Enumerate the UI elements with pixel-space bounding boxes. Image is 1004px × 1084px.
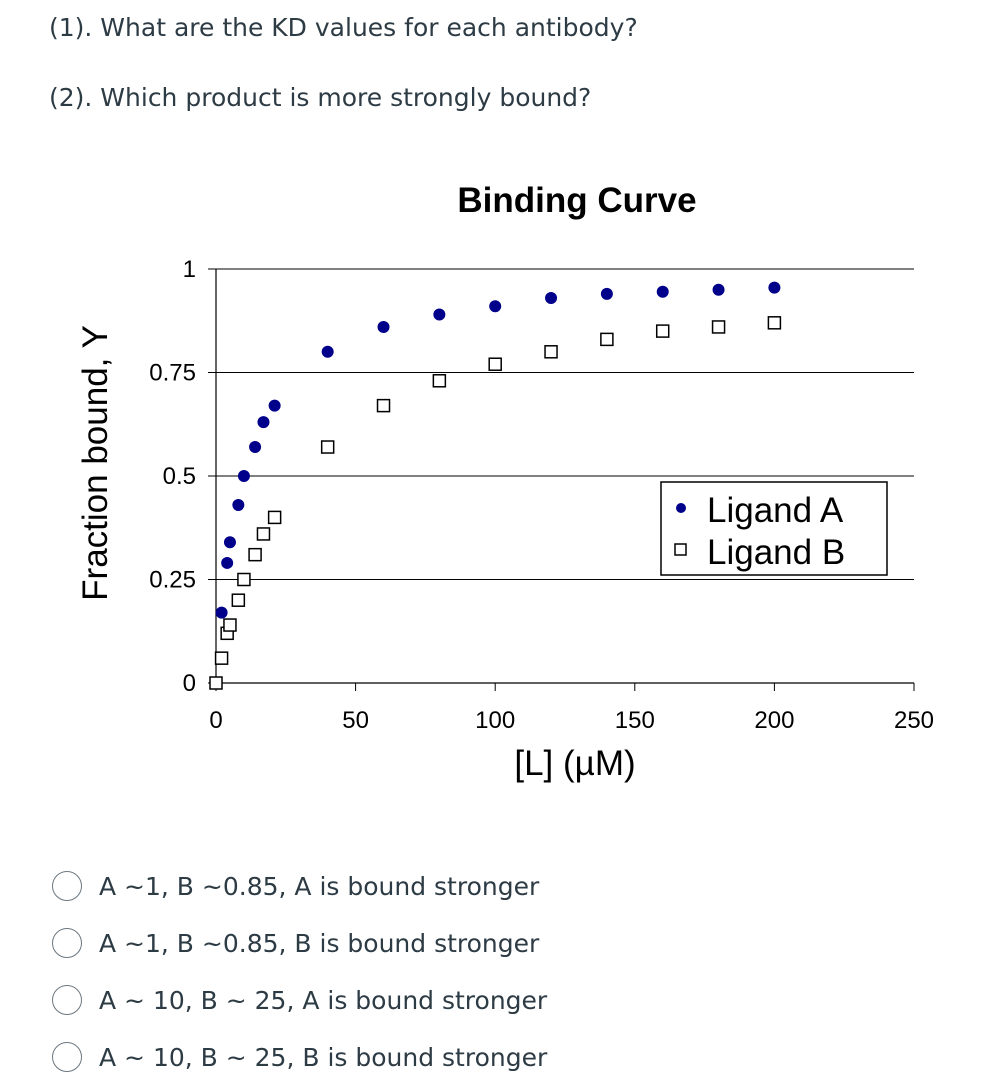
data-point-ligand-a [249,441,262,454]
radio-button[interactable] [52,1042,82,1072]
data-point-ligand-a [232,498,245,511]
answer-option-2[interactable]: A ~1, B ~0.85, B is bound stronger [52,923,612,963]
x-tick-label: 200 [754,707,794,734]
data-point-ligand-b [488,357,502,371]
y-tick-label: 0.25 [149,567,196,594]
radio-button[interactable] [52,985,82,1015]
data-point-ligand-b [248,547,262,562]
answer-option-label: A ~ 10, B ~ 25, A is bound stronger [99,985,548,1015]
chart-title: Binding Curve [457,181,696,220]
data-point-ligand-a [268,399,281,412]
data-point-ligand-b [209,676,223,690]
data-point-ligand-a [768,281,781,294]
data-point-ligand-b [767,316,782,330]
data-point-ligand-b [600,332,614,347]
data-point-ligand-b [711,320,726,334]
answer-option-1[interactable]: A ~1, B ~0.85, A is bound stronger [52,866,612,906]
data-point-ligand-a [377,320,390,333]
data-point-ligand-a [489,300,502,313]
radio-button[interactable] [52,928,82,958]
legend-marker-ligand-b [674,543,687,556]
data-point-ligand-b [655,324,670,338]
data-point-ligand-a [223,536,236,549]
data-point-ligand-a [321,345,334,358]
y-tick-label: 0 [183,670,196,697]
legend-marker-ligand-a [676,503,686,513]
answer-option-label: A ~1, B ~0.85, A is bound stronger [99,871,540,901]
data-point-ligand-b [214,651,229,665]
binding-curve-chart: Binding Curve Fraction bound, Y [L] (µM)… [76,181,934,783]
data-point-ligand-b [237,572,251,587]
data-point-ligand-a [712,283,725,296]
legend-box [660,481,888,576]
legend-label-ligand-a: Ligand A [707,491,844,530]
y-tick-label: 1 [183,256,196,283]
data-point-ligand-b [267,510,282,525]
data-point-ligand-b [320,440,335,454]
data-point-ligand-b [223,618,237,632]
x-tick-label: 250 [894,707,934,734]
answer-option-label: A ~1, B ~0.85, B is bound stronger [99,928,540,958]
data-point-ligand-b [376,398,391,413]
radio-button[interactable] [52,871,82,901]
answer-option-3[interactable]: A ~ 10, B ~ 25, A is bound stronger [52,980,612,1020]
y-tick-label: 0.5 [163,463,196,490]
x-axis-label: [L] (µM) [514,744,635,783]
data-point-ligand-a [221,556,234,569]
data-point-ligand-b [544,345,558,359]
data-point-ligand-b [256,527,271,541]
data-point-ligand-a [215,606,228,619]
data-point-ligand-a [237,470,250,482]
x-tick-label: 50 [342,707,369,734]
answer-option-label: A ~ 10, B ~ 25, B is bound stronger [99,1042,548,1072]
data-point-ligand-b [231,593,246,607]
answer-option-4[interactable]: A ~ 10, B ~ 25, B is bound stronger [52,1037,612,1077]
y-axis-label: Fraction bound, Y [76,325,115,601]
chart-legend: Ligand A Ligand B [660,481,888,576]
data-point-ligand-a [545,291,558,304]
data-point-ligand-a [433,308,446,321]
data-point-ligand-a [656,285,669,298]
question-2: (2). Which product is more strongly boun… [49,83,592,112]
y-tick-label: 0.75 [149,360,196,387]
data-point-ligand-a [600,287,613,300]
question-1: (1). What are the KD values for each ant… [49,13,638,42]
legend-label-ligand-b: Ligand B [707,533,845,572]
data-point-ligand-b [432,374,447,388]
data-point-ligand-a [257,416,270,429]
x-tick-label: 0 [209,707,222,734]
x-tick-label: 150 [615,707,655,734]
x-tick-label: 100 [475,707,515,734]
